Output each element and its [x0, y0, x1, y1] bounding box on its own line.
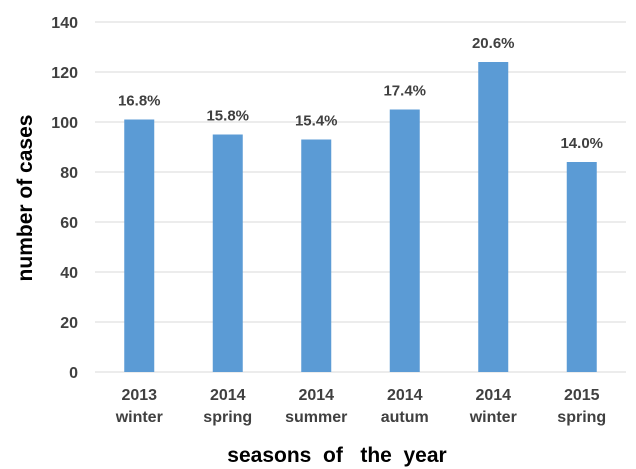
x-category-line: summer — [285, 409, 347, 426]
x-category-line: winter — [469, 409, 517, 426]
y-tick-label: 40 — [60, 265, 78, 282]
data-label: 20.6% — [472, 35, 515, 52]
x-category-line: spring — [557, 409, 606, 426]
x-category-label: 2014 winter — [469, 387, 517, 426]
x-category-label: 2013 winter — [115, 387, 163, 426]
y-tick-label: 140 — [51, 15, 78, 32]
data-label: 15.8% — [206, 108, 249, 125]
x-category-line: autum — [381, 409, 429, 426]
x-category-line: winter — [115, 409, 163, 426]
x-category-label: 2014 autum — [381, 387, 429, 426]
data-label: 16.8% — [118, 93, 161, 110]
y-tick-label: 20 — [60, 315, 78, 332]
x-category-line: 2014 — [475, 387, 511, 404]
x-category-line: spring — [203, 409, 252, 426]
x-category-label: 2014 spring — [203, 387, 252, 426]
x-category-line: 2015 — [564, 387, 600, 404]
bar — [478, 62, 509, 372]
data-labels: 16.8% 15.8% 15.4% 17.4% 20.6% 14.0% — [118, 35, 603, 152]
y-tick-label: 100 — [51, 115, 78, 132]
x-category-label: 2015 spring — [557, 387, 606, 426]
data-label: 17.4% — [383, 83, 426, 100]
x-category-line: 2014 — [298, 387, 334, 404]
y-tick-label: 80 — [60, 165, 78, 182]
bar — [124, 119, 155, 372]
y-axis-title: number of cases — [14, 115, 37, 282]
bars — [124, 62, 597, 372]
x-category-label: 2014 summer — [285, 387, 347, 426]
bar — [301, 139, 332, 372]
x-category-line: 2014 — [210, 387, 246, 404]
bar — [566, 162, 597, 372]
x-category-line: 2013 — [121, 387, 157, 404]
data-label: 14.0% — [560, 135, 603, 152]
data-label: 15.4% — [295, 113, 338, 130]
gridlines — [95, 21, 626, 373]
y-tick-label: 60 — [60, 215, 78, 232]
x-category-line: 2014 — [387, 387, 423, 404]
y-tick-label: 0 — [69, 365, 78, 382]
bar — [389, 109, 420, 372]
y-axis-ticks: 0 20 40 60 80 100 120 140 — [51, 15, 78, 382]
y-tick-label: 120 — [51, 65, 78, 82]
bar — [212, 134, 243, 372]
x-axis-title: seasons of the year — [227, 444, 446, 467]
